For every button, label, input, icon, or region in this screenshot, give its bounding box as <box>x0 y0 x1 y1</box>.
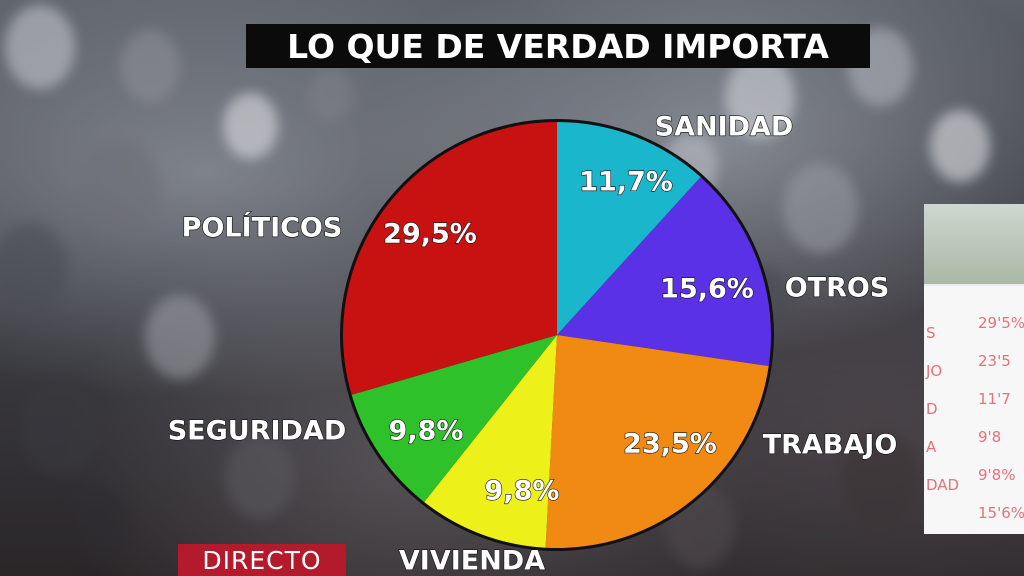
whiteboard-text: D <box>926 400 938 418</box>
crowd-blur-shape <box>930 110 990 182</box>
pie-slice-vivienda <box>424 335 557 548</box>
data-label-sanidad: 11,7% <box>579 167 673 198</box>
category-label-vivienda: VIVIENDA <box>399 546 545 576</box>
crowd-blur-shape <box>725 55 795 139</box>
data-label-trabajo: 23,5% <box>623 429 717 460</box>
category-label-sanidad: SANIDAD <box>655 112 794 143</box>
data-label-politicos: 29,5% <box>383 219 477 250</box>
crowd-blur-shape <box>80 140 160 236</box>
category-label-seguridad: SEGURIDAD <box>168 416 347 447</box>
whiteboard: S 29'5% JO 23'5 D 11'7 A 9'8 DAD 9'8% 15'6% <box>924 286 1024 534</box>
crowd-blur-shape <box>840 430 920 526</box>
crowd-blur-shape <box>225 435 295 519</box>
pie-slice-politicos <box>342 122 557 395</box>
crowd-blur-shape <box>0 222 68 313</box>
pie-slice-seguridad <box>351 335 557 502</box>
category-label-trabajo: TRABAJO <box>763 430 898 461</box>
crowd-blur-shape <box>120 30 180 102</box>
crowd-blur-shape <box>307 67 353 122</box>
whiteboard-text: 11'7 <box>978 390 1011 408</box>
crowd-blur-shape <box>70 490 130 562</box>
pie-slice-otros <box>557 177 771 367</box>
crowd-blur-shape <box>145 295 215 379</box>
data-label-vivienda: 9,8% <box>485 476 560 507</box>
video-inset: S 29'5% JO 23'5 D 11'7 A 9'8 DAD 9'8% 15'6% <box>924 204 1024 534</box>
data-label-otros: 15,6% <box>660 274 754 305</box>
whiteboard-text: 23'5 <box>978 352 1011 370</box>
crowd-blur-shape <box>5 5 75 89</box>
data-label-seguridad: 9,8% <box>389 416 464 447</box>
whiteboard-text: 15'6% <box>978 504 1024 522</box>
whiteboard-text: 9'8% <box>978 466 1016 484</box>
category-label-politicos: POLÍTICOS <box>182 212 343 244</box>
inset-window-scene <box>924 204 1024 284</box>
live-badge: DIRECTO <box>178 544 346 576</box>
whiteboard-text: 29'5% <box>978 314 1024 332</box>
crowd-blur-shape <box>222 92 278 159</box>
chart-title: LO QUE DE VERDAD IMPORTA <box>246 24 870 68</box>
pie-slice-trabajo <box>545 335 769 548</box>
whiteboard-text: S <box>926 324 936 342</box>
crowd-blur-shape <box>20 380 100 476</box>
whiteboard-text: DAD <box>926 476 960 494</box>
crowd-blur-shape <box>782 162 858 253</box>
category-label-otros: OTROS <box>785 273 890 304</box>
pie-slice-sanidad <box>557 122 701 335</box>
whiteboard-text: 9'8 <box>978 428 1002 446</box>
whiteboard-text: A <box>926 438 937 456</box>
whiteboard-text: JO <box>926 362 943 380</box>
